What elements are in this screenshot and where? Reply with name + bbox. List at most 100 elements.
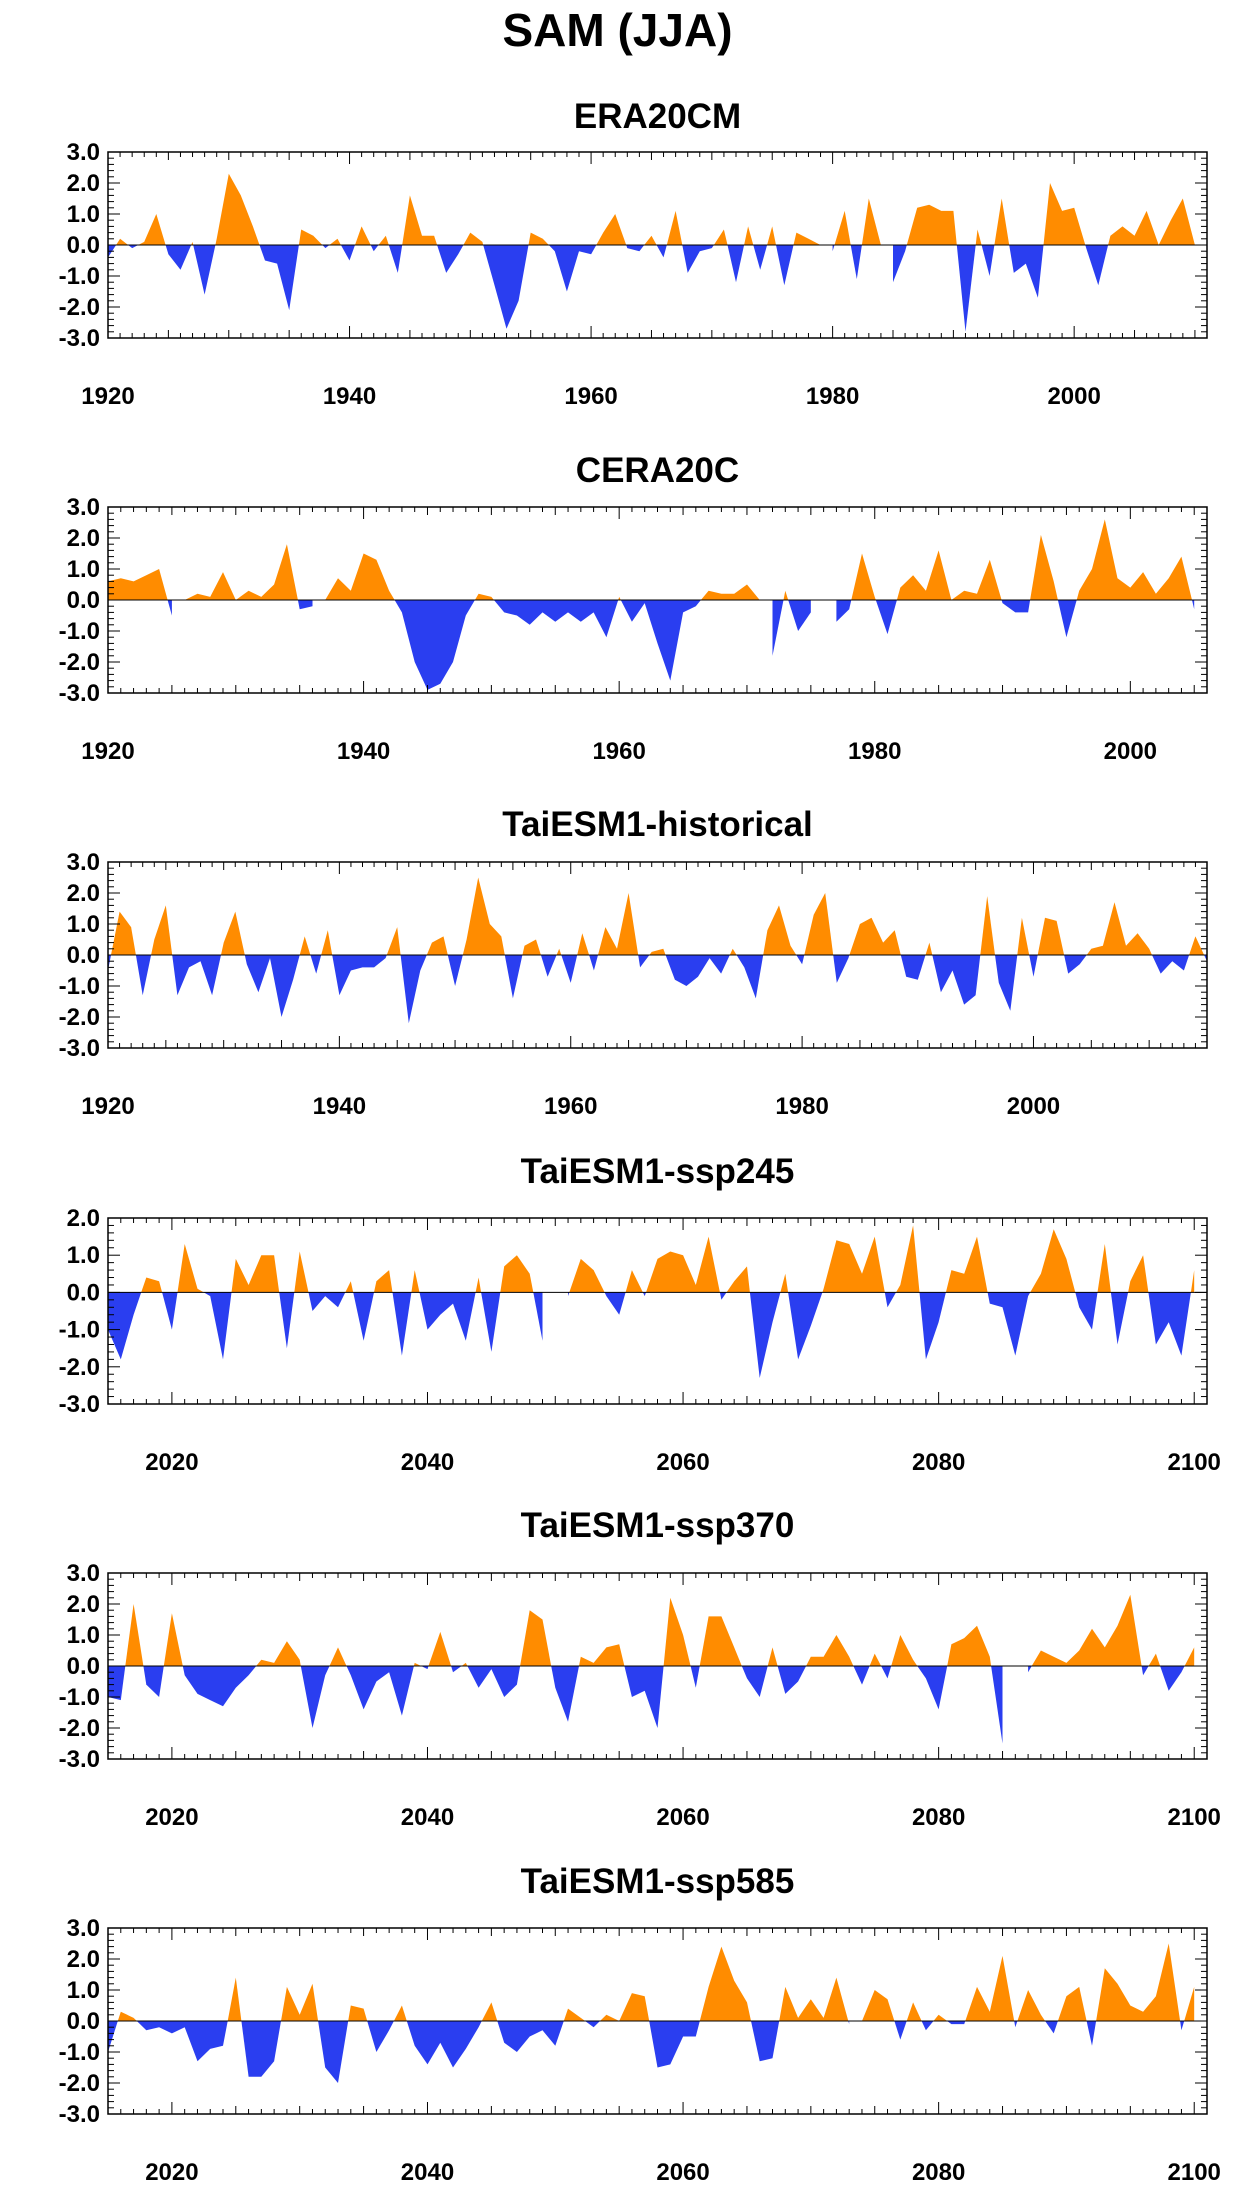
positive-area-7 bbox=[329, 1647, 347, 1666]
negative-area-36 bbox=[832, 245, 835, 252]
negative-area-28 bbox=[682, 245, 714, 273]
negative-area-7 bbox=[493, 600, 619, 638]
negative-area-23 bbox=[1192, 600, 1195, 610]
y-tick-label: 3.0 bbox=[67, 1915, 100, 1942]
positive-area-27 bbox=[729, 948, 737, 955]
y-tick-label: 1.0 bbox=[67, 201, 100, 228]
positive-area-25 bbox=[933, 2014, 948, 2021]
negative-area-26 bbox=[656, 245, 667, 258]
positive-area-16 bbox=[851, 553, 876, 600]
negative-area-24 bbox=[638, 955, 650, 968]
negative-area-16 bbox=[388, 245, 403, 273]
positive-area-37 bbox=[1148, 1653, 1161, 1666]
negative-area-32 bbox=[833, 955, 850, 983]
positive-area-43 bbox=[975, 229, 982, 245]
chart-panel-4: TaiESM1-ssp245 2.0 1.0 0.0 -1.0 -2.0 -3.0 2020 2… bbox=[59, 1152, 1221, 1476]
x-tick-label: 1920 bbox=[81, 738, 134, 765]
negative-area-11 bbox=[772, 600, 784, 656]
positive-area-11 bbox=[374, 1270, 393, 1293]
negative-area-24 bbox=[642, 1292, 646, 1297]
positive-area-17 bbox=[402, 195, 438, 245]
y-tick-label: 3.0 bbox=[67, 139, 100, 166]
negative-area-1 bbox=[167, 600, 172, 616]
negative-area-36 bbox=[932, 955, 981, 1005]
negative-area-22 bbox=[589, 955, 598, 971]
negative-area-34 bbox=[1180, 2021, 1185, 2031]
negative-area-14 bbox=[585, 2021, 600, 2028]
negative-area-34 bbox=[1028, 1666, 1032, 1673]
negative-area-0 bbox=[108, 2021, 118, 2052]
negative-area-18 bbox=[751, 2021, 780, 2062]
x-tick-label: 2000 bbox=[1007, 1093, 1060, 1120]
negative-area-4 bbox=[241, 2021, 281, 2077]
x-tick-label: 2020 bbox=[145, 2159, 198, 2185]
negative-area-20 bbox=[561, 955, 578, 983]
positive-area-4 bbox=[325, 553, 395, 600]
positive-area-31 bbox=[822, 1236, 885, 1293]
positive-area-39 bbox=[1097, 1244, 1111, 1293]
negative-area-8 bbox=[346, 1666, 414, 1716]
negative-area-4 bbox=[182, 1666, 257, 1707]
negative-area-34 bbox=[900, 955, 926, 980]
x-tick-label: 2080 bbox=[912, 2159, 965, 2185]
chart-panel-5: TaiESM1-ssp370 3.0 2.0 1.0 0.0 -1.0 -2.0 -3.0 20… bbox=[59, 1506, 1221, 1831]
positive-area-21 bbox=[577, 933, 590, 955]
negative-area-22 bbox=[894, 2021, 907, 2040]
negative-area-8 bbox=[367, 2021, 394, 2052]
positive-area-43 bbox=[1086, 902, 1152, 955]
x-tick-label: 1940 bbox=[337, 738, 390, 765]
positive-area-31 bbox=[744, 226, 754, 245]
positive-area-6 bbox=[474, 593, 494, 600]
positive-area-33 bbox=[1096, 1943, 1181, 2021]
negative-area-14 bbox=[419, 1292, 476, 1341]
y-tick-label: 0.0 bbox=[67, 1279, 100, 1306]
positive-area-9 bbox=[345, 1281, 354, 1293]
x-tick-label: 1920 bbox=[81, 1093, 134, 1120]
negative-area-34 bbox=[776, 245, 794, 286]
x-tick-label: 2040 bbox=[401, 1804, 454, 1831]
negative-area-20 bbox=[690, 1666, 700, 1688]
y-tick-label: 1.0 bbox=[67, 911, 100, 938]
positive-area-1 bbox=[116, 238, 129, 245]
negative-area-6 bbox=[279, 1292, 295, 1349]
y-tick-label: -3.0 bbox=[59, 1746, 100, 1773]
negative-area-10 bbox=[353, 1292, 374, 1341]
y-tick-label: 3.0 bbox=[67, 1560, 100, 1587]
negative-area-22 bbox=[741, 1666, 768, 1697]
negative-area-20 bbox=[848, 2021, 850, 2025]
negative-area-12 bbox=[400, 955, 427, 1024]
positive-area-5 bbox=[191, 241, 194, 245]
negative-area-44 bbox=[1152, 955, 1190, 974]
positive-area-11 bbox=[329, 238, 341, 245]
positive-area-7 bbox=[215, 173, 260, 245]
positive-area-17 bbox=[579, 1644, 625, 1666]
negative-area-40 bbox=[893, 245, 907, 283]
negative-area-20 bbox=[568, 1292, 570, 1297]
positive-area-39 bbox=[1184, 1647, 1195, 1666]
negative-area-22 bbox=[548, 245, 597, 292]
panel-title: TaiESM1-ssp585 bbox=[521, 1862, 795, 1901]
positive-area-33 bbox=[767, 226, 776, 245]
negative-area-10 bbox=[421, 1666, 429, 1670]
chart-panel-3: TaiESM1-historical 3.0 2.0 1.0 0.0 -1.0 -2.0 -3… bbox=[59, 805, 1208, 1120]
y-tick-label: -1.0 bbox=[59, 263, 100, 290]
positive-area-15 bbox=[378, 235, 389, 245]
y-tick-label: -2.0 bbox=[59, 1715, 100, 1742]
negative-area-16 bbox=[481, 1292, 501, 1352]
positive-area-19 bbox=[463, 232, 484, 245]
positive-area-23 bbox=[598, 893, 639, 955]
negative-area-4 bbox=[172, 955, 221, 996]
positive-area-35 bbox=[925, 942, 933, 955]
positive-area-19 bbox=[556, 948, 562, 955]
positive-area-22 bbox=[1076, 519, 1192, 600]
y-tick-label: 2.0 bbox=[67, 1591, 100, 1618]
negative-area-32 bbox=[991, 1666, 1003, 1744]
x-tick-label: 1980 bbox=[775, 1093, 828, 1120]
negative-area-21 bbox=[1057, 600, 1077, 638]
positive-area-17 bbox=[500, 1255, 534, 1293]
positive-area-11 bbox=[428, 1631, 452, 1666]
positive-area-23 bbox=[625, 1270, 643, 1293]
y-tick-label: -1.0 bbox=[59, 618, 100, 645]
positive-area-17 bbox=[699, 1946, 751, 2021]
negative-area-6 bbox=[193, 245, 216, 295]
